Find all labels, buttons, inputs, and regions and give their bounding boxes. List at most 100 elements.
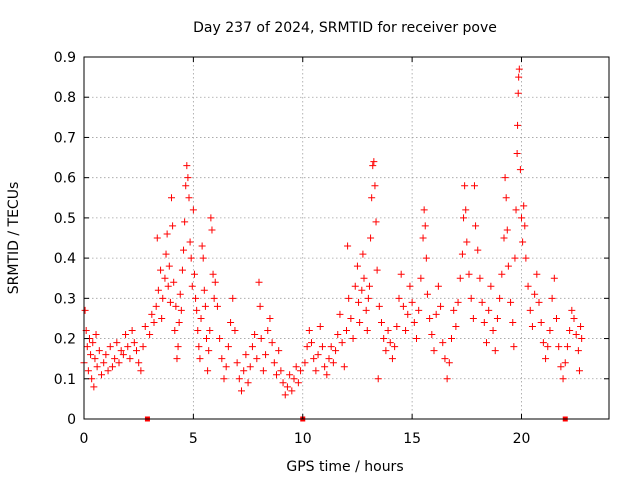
data-point [420, 206, 428, 214]
data-point [111, 355, 119, 363]
data-point [557, 363, 565, 371]
data-point [146, 331, 154, 339]
data-point [504, 262, 512, 270]
data-point [467, 294, 475, 302]
data-point [469, 314, 477, 322]
data-point [572, 331, 580, 339]
data-point [461, 182, 469, 190]
data-point [516, 166, 524, 174]
data-point [513, 150, 521, 158]
data-point [402, 327, 410, 335]
data-point [329, 359, 337, 367]
data-point [539, 339, 547, 347]
data-point [251, 331, 259, 339]
data-point [279, 379, 287, 387]
data-point [174, 343, 182, 351]
data-point [222, 363, 230, 371]
data-point [286, 371, 294, 379]
data-point [91, 355, 99, 363]
data-point [255, 278, 263, 286]
data-point [178, 266, 186, 274]
data-point [158, 314, 166, 322]
data-point [108, 363, 116, 371]
data-point [88, 375, 96, 383]
data-point [574, 347, 582, 355]
data-point [553, 314, 560, 322]
data-point [95, 347, 103, 355]
data-point [195, 343, 203, 351]
data-point [193, 306, 201, 314]
data-point [577, 322, 585, 330]
data-point [231, 327, 239, 335]
data-point [422, 254, 430, 262]
data-point [83, 343, 91, 351]
data-point [474, 246, 482, 254]
y-axis-label: SRMTID / TECUs [6, 182, 22, 295]
data-point [347, 314, 355, 322]
data-point [432, 310, 440, 318]
data-point [98, 371, 105, 379]
data-point [521, 222, 529, 230]
data-point [177, 306, 185, 314]
data-point [510, 343, 518, 351]
data-point [323, 371, 331, 379]
data-point [544, 343, 552, 351]
data-point [410, 318, 418, 326]
data-point [321, 363, 329, 371]
data-point [117, 347, 125, 355]
data-point [515, 65, 523, 73]
data-point [297, 367, 305, 375]
data-point [428, 331, 436, 339]
data-point [176, 290, 184, 298]
data-point [399, 302, 407, 310]
data-point [408, 298, 416, 306]
data-point [561, 359, 569, 367]
data-point [100, 359, 108, 367]
data-point [575, 367, 583, 375]
data-point [205, 347, 213, 355]
data-point [478, 298, 486, 306]
data-point [391, 343, 399, 351]
data-point [163, 230, 171, 238]
data-point [102, 351, 110, 359]
data-point [367, 234, 375, 242]
data-point [199, 254, 207, 262]
data-point [89, 339, 97, 347]
data-point [119, 351, 127, 359]
data-point [356, 318, 364, 326]
data-point [81, 306, 89, 314]
data-point [113, 339, 121, 347]
data-point [555, 343, 563, 351]
data-point [404, 310, 412, 318]
x-tick-label: 5 [189, 431, 198, 447]
data-point [397, 270, 405, 278]
data-point [340, 363, 348, 371]
data-point [262, 351, 270, 359]
data-point [413, 335, 420, 343]
data-point [154, 286, 162, 294]
data-point [546, 327, 554, 335]
data-point [503, 226, 511, 234]
data-point [406, 282, 414, 290]
data-point [351, 282, 359, 290]
data-point [137, 367, 145, 375]
data-point [203, 335, 210, 343]
y-tick-label: 0.7 [54, 130, 76, 146]
data-point [332, 347, 340, 355]
data-point [360, 274, 368, 282]
x-tick-label: 0 [80, 431, 89, 447]
data-point [152, 302, 160, 310]
data-point [175, 318, 183, 326]
data-point [502, 194, 510, 202]
data-point [524, 282, 532, 290]
plot-frame [83, 56, 610, 420]
data-point [90, 383, 98, 391]
data-point [509, 318, 517, 326]
data-point [452, 322, 460, 330]
data-point [382, 347, 390, 355]
data-point [148, 310, 156, 318]
data-point [310, 355, 318, 363]
x-axis-label: GPS time / hours [286, 459, 403, 475]
data-point [294, 379, 302, 387]
